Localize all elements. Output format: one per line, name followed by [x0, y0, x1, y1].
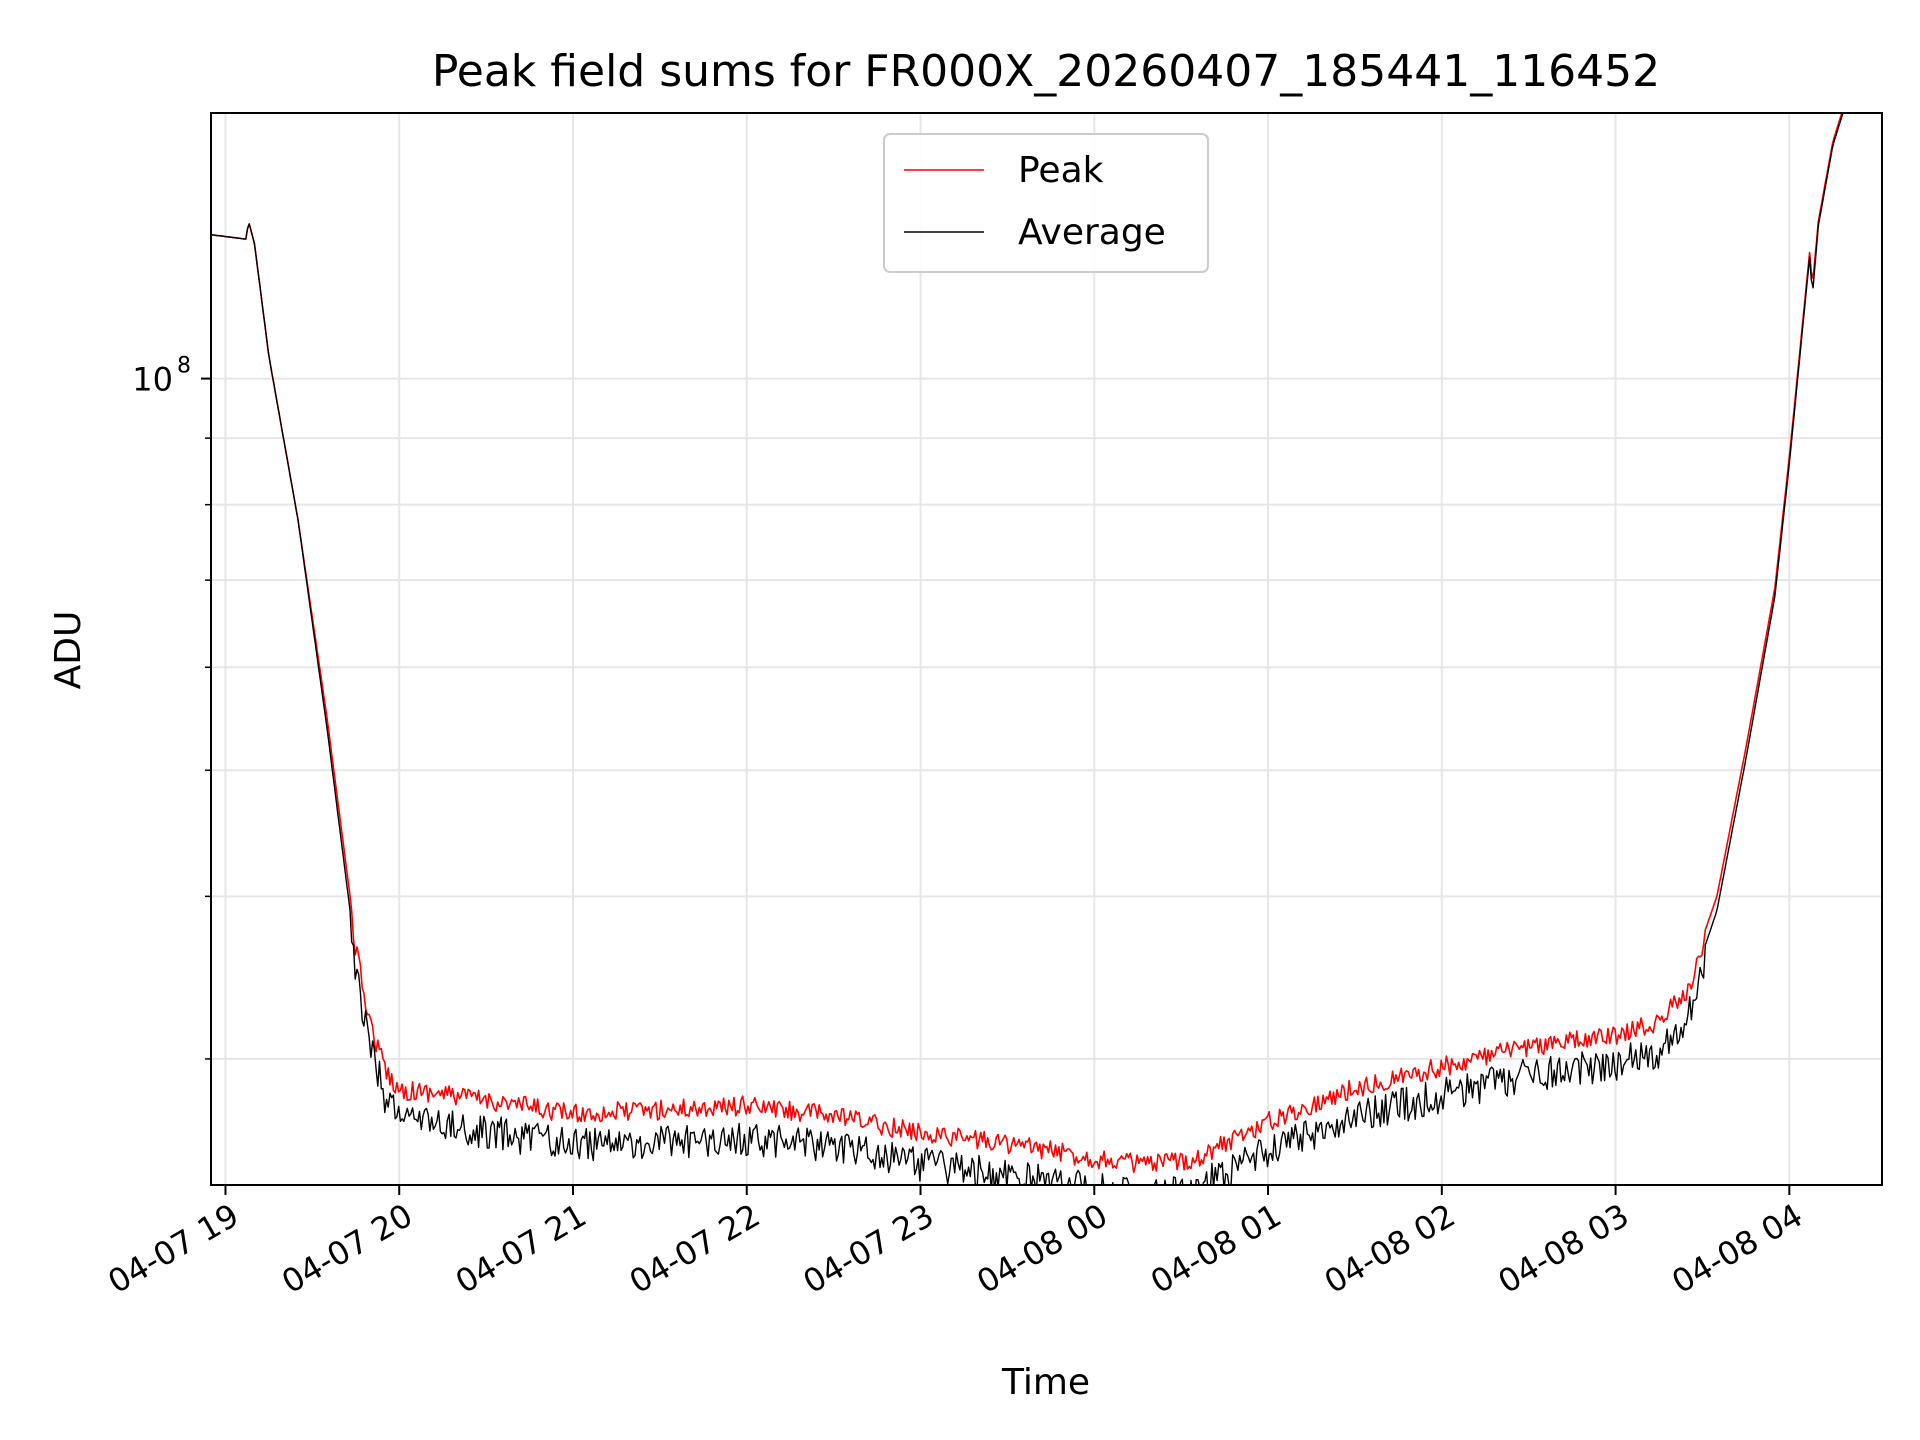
- series-line-average: [211, 113, 1844, 1185]
- y-tick-label-exponent: 8: [177, 354, 191, 379]
- x-axis-label: Time: [1001, 1362, 1090, 1403]
- y-tick-label: 10: [132, 361, 173, 399]
- legend-box: [883, 133, 1209, 273]
- y-axis: 10 8: [132, 354, 211, 1060]
- legend: Peak Average: [883, 133, 1209, 273]
- plot-frame: [210, 112, 1883, 1186]
- series-line-peak: [211, 113, 1843, 1174]
- legend-label: Peak: [1018, 150, 1104, 191]
- series-layer: [211, 113, 1844, 1185]
- legend-label: Average: [1018, 212, 1166, 253]
- y-axis-label: ADU: [48, 611, 89, 690]
- chart-title: Peak field sums for FR000X_20260407_1854…: [432, 46, 1660, 97]
